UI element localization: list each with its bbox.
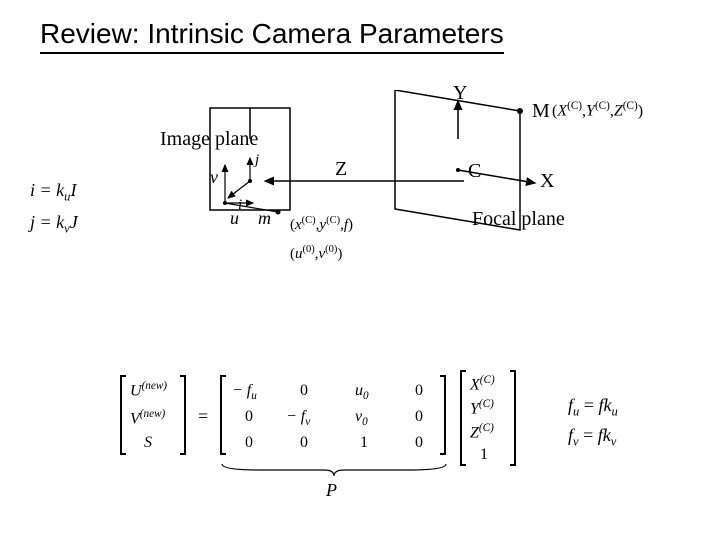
label-C: C [468,160,481,183]
M-Z: Z [614,102,623,119]
m22: − fv [286,408,310,428]
lhs-U: U(new) [130,380,167,400]
uv-origin [223,201,227,205]
eq-i-lhs: i = [30,180,56,200]
label-v: v [210,167,218,188]
M-coords: (X(C),Y(C),Z(C)) [552,100,643,120]
m34: 0 [415,434,423,452]
M-X: X [557,102,567,119]
M-Y: Y [586,102,595,119]
rhs-Y: Y(C) [470,398,494,418]
lhs-rbracket [180,375,186,455]
M-point [517,108,523,114]
label-focal-plane: Focal plane [472,208,565,231]
rhs-lbracket [460,370,466,466]
m12: 0 [300,382,308,400]
uv-u-sup: (0) [303,244,315,255]
m14: 0 [415,382,423,400]
label-image-plane: Image plane [160,128,258,151]
m33: 1 [360,434,368,452]
rhs-rbracket [510,370,516,466]
m-x-sup: (C) [302,215,316,226]
img-origin [248,179,252,183]
slide-title: Review: Intrinsic Camera Parameters [40,18,504,54]
rhs-X: X(C) [470,374,495,394]
label-j: j [255,152,259,169]
m-x: x [295,217,302,233]
M-Y-sup: (C) [595,100,610,112]
label-M: M [532,100,550,123]
m-point [276,210,281,215]
rhs-Z: Z(C) [470,422,494,442]
m-y-sup: (C) [326,215,340,226]
label-u: u [230,208,239,229]
i-axis [228,181,250,198]
m-close: ) [348,217,353,233]
matrix-equation: U(new) V(new) S = − fu 0 u0 0 0 − fv v0 … [100,370,620,520]
P-label: P [326,480,337,501]
eq-j-lhs: j = [30,212,56,232]
M-close: ) [638,102,643,119]
M-X-sup: (C) [567,100,582,112]
m32: 0 [300,434,308,452]
uv-v-sup: (0) [325,244,337,255]
mid-rbracket [440,375,446,455]
uv-coords: (u(0),v(0)) [290,244,342,263]
uv-close: ) [337,246,342,262]
rhs-1: 1 [480,446,488,464]
m31: 0 [245,434,253,452]
uv-u: u [295,246,303,262]
eq-fu: fu = fku [568,395,618,420]
underbrace [220,462,448,478]
lhs-S: S [144,434,152,452]
label-Z: Z [335,158,347,181]
label-X: X [540,170,554,193]
C-point [456,168,460,172]
lhs-V: V(new) [130,408,165,428]
M-Z-sup: (C) [623,100,638,112]
m-coords: (x(C),y(C),f) [290,215,353,234]
eq-fv: fv = fkv [568,425,616,450]
mid-lbracket [220,375,226,455]
diagram-svg [60,90,660,310]
m13: u0 [355,382,369,402]
m23: v0 [355,408,368,428]
eq-sign: = [198,406,208,427]
label-Y: Y [453,82,467,105]
m21: 0 [245,408,253,426]
camera-diagram: Image plane Y M Z C X v j i u m Focal pl… [60,90,660,310]
label-m: m [258,208,271,229]
m24: 0 [415,408,423,426]
m11: − fu [232,382,257,402]
lhs-lbracket [120,375,126,455]
